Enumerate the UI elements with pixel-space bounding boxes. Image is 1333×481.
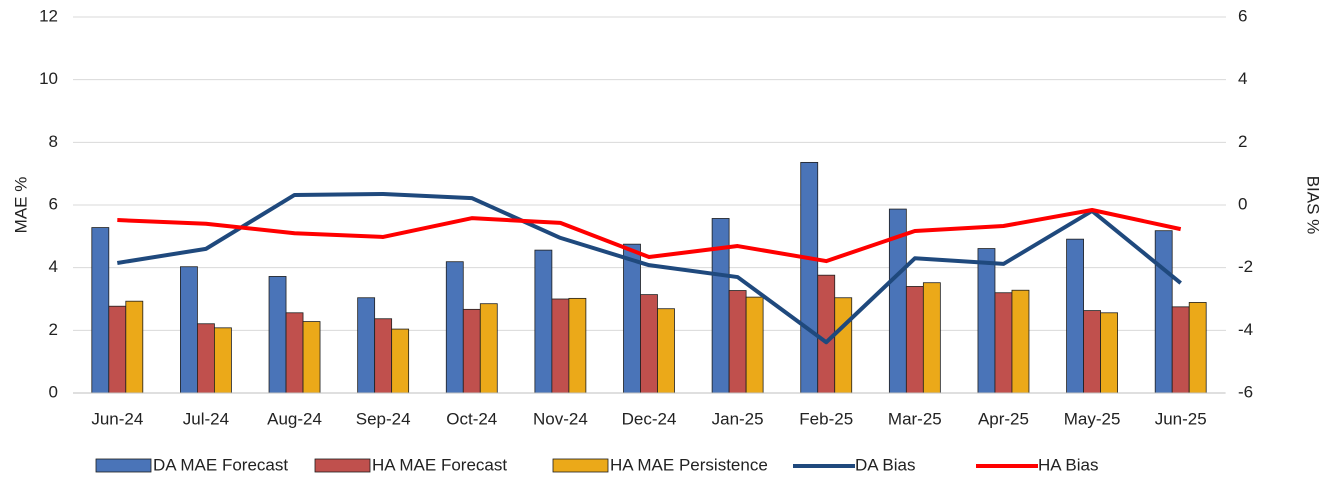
- bar: [1083, 310, 1101, 394]
- bar: [905, 286, 924, 394]
- x-tick-label: Nov-24: [533, 409, 588, 428]
- bar: [800, 161, 819, 394]
- x-tick-label: May-25: [1064, 409, 1121, 428]
- bar: [1011, 289, 1030, 394]
- bar: [834, 297, 853, 394]
- bar: [91, 227, 110, 394]
- x-tick-label: Apr-25: [978, 409, 1029, 428]
- bar: [551, 298, 570, 394]
- x-tick-label: Dec-24: [622, 409, 677, 428]
- bar: [391, 328, 410, 394]
- y2-tick-label: 0: [1238, 194, 1247, 213]
- bar: [125, 300, 144, 394]
- y-axis-label: MAE %: [11, 177, 30, 234]
- bar: [1171, 306, 1190, 394]
- bar: [657, 308, 675, 394]
- legend-label: DA Bias: [855, 455, 915, 474]
- line: [117, 208, 1182, 264]
- bar: [445, 261, 464, 394]
- x-tick-label: Jan-25: [712, 409, 764, 428]
- y2-tick-label: 4: [1238, 69, 1247, 88]
- bar: [640, 294, 658, 394]
- bar: [922, 282, 941, 394]
- bar: [534, 249, 553, 394]
- bar: [214, 327, 232, 394]
- bar: [462, 308, 481, 394]
- x-tick-label: Jun-24: [91, 409, 143, 428]
- legend-swatch: [314, 458, 371, 473]
- y2-tick-label: -6: [1238, 382, 1253, 401]
- y-tick-label: 8: [49, 132, 58, 151]
- bar: [728, 290, 747, 394]
- y2-tick-label: 2: [1238, 132, 1247, 151]
- bar: [994, 292, 1013, 394]
- bar: [1100, 312, 1118, 394]
- bar: [302, 321, 321, 394]
- bar: [745, 296, 764, 394]
- y-tick-label: 6: [49, 194, 58, 213]
- y-tick-label: 12: [39, 6, 58, 25]
- bar: [1154, 230, 1173, 394]
- bar: [357, 297, 376, 394]
- bar: [479, 303, 498, 394]
- y-tick-label: 2: [49, 320, 58, 339]
- y-tick-label: 0: [49, 382, 58, 401]
- x-tick-label: Jun-25: [1155, 409, 1207, 428]
- x-tick-label: Feb-25: [799, 409, 853, 428]
- y-tick-label: 4: [49, 257, 58, 276]
- y2-axis-label: BIAS %: [1304, 176, 1323, 235]
- x-tick-label: Aug-24: [267, 409, 322, 428]
- x-tick-label: Sep-24: [356, 409, 411, 428]
- bar: [623, 243, 641, 394]
- legend-label: DA MAE Forecast: [153, 455, 288, 474]
- bar: [1188, 302, 1207, 394]
- x-tick-label: Jul-24: [183, 409, 229, 428]
- legend-label: HA Bias: [1038, 455, 1098, 474]
- bar: [268, 276, 287, 394]
- bar: [374, 318, 393, 394]
- bar: [711, 218, 730, 394]
- x-tick-label: Mar-25: [888, 409, 942, 428]
- y-tick-label: 10: [39, 69, 58, 88]
- line: [116, 192, 1182, 345]
- bar: [180, 266, 198, 394]
- bar: [977, 248, 996, 394]
- bar: [285, 312, 304, 394]
- y2-tick-label: 6: [1238, 6, 1247, 25]
- y2-tick-label: -2: [1238, 257, 1253, 276]
- legend-label: HA MAE Forecast: [372, 455, 507, 474]
- y2-tick-label: -4: [1238, 320, 1253, 339]
- bar: [1066, 238, 1084, 394]
- legend-label: HA MAE Persistence: [610, 455, 768, 474]
- legend-swatch: [95, 458, 152, 473]
- legend-swatch: [552, 458, 609, 473]
- bar: [108, 305, 127, 394]
- bar: [197, 323, 215, 394]
- bar: [568, 297, 587, 394]
- x-tick-label: Oct-24: [446, 409, 497, 428]
